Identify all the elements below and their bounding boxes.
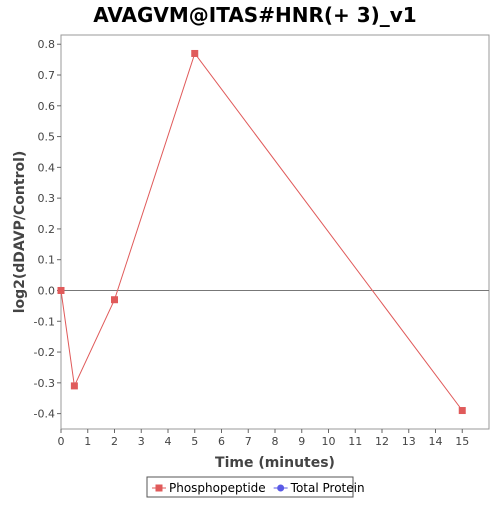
x-tick-label: 7 (245, 435, 252, 448)
x-tick-label: 1 (84, 435, 91, 448)
data-point (191, 49, 199, 57)
legend-swatch-marker (277, 484, 285, 492)
x-tick-label: 9 (298, 435, 305, 448)
plot-area (60, 34, 490, 430)
x-tick-label: 12 (375, 435, 389, 448)
x-tick-label: 6 (218, 435, 225, 448)
legend-entry-label: Phosphopeptide (169, 481, 266, 495)
x-tick-label: 11 (348, 435, 362, 448)
y-tick-label: 0.7 (38, 69, 56, 82)
x-tick-label: 0 (58, 435, 65, 448)
legend-box (146, 476, 354, 498)
x-tick-label: 10 (322, 435, 336, 448)
y-tick-label: 0.2 (38, 223, 56, 236)
legend-entry-label: Total Protein (290, 481, 365, 495)
x-tick-label: 8 (272, 435, 279, 448)
y-axis-ticks: 0.8 0.7 0.6 0.5 0.4 0.3 0.2 0.1 0.0 -0.1 -0.2 -0.3 -… (34, 38, 61, 421)
legend: Phosphopeptide Total Protein (146, 476, 365, 498)
y-tick-label: -0.3 (34, 377, 55, 390)
legend-items: Phosphopeptide Total Protein (152, 481, 365, 495)
y-tick-label: -0.2 (34, 346, 55, 359)
data-point (57, 286, 65, 294)
x-tick-label: 2 (111, 435, 118, 448)
y-tick-label: 0.5 (38, 131, 56, 144)
y-tick-label: 0.4 (38, 161, 56, 174)
x-tick-label: 13 (402, 435, 416, 448)
data-point (111, 296, 118, 304)
y-axis-label: log2(dDAVP/Control) (12, 151, 28, 314)
data-point (70, 382, 78, 390)
x-axis-label: Time (minutes) (215, 455, 335, 471)
y-tick-label: -0.4 (34, 408, 55, 421)
x-tick-label: 3 (138, 435, 145, 448)
legend-swatch-marker (155, 484, 163, 492)
x-axis-ticks: 0 1 2 3 4 5 6 7 8 9 10 11 12 13 14 15 (58, 429, 469, 448)
x-tick-label: 15 (455, 435, 469, 448)
y-tick-label: 0.1 (38, 254, 56, 267)
x-tick-label: 14 (429, 435, 443, 448)
x-tick-label: 4 (165, 435, 172, 448)
chart-title: AVAGVM@ITAS#HNR(+ 3)_v1 (93, 3, 416, 27)
y-tick-label: 0.3 (38, 192, 56, 205)
y-tick-label: -0.1 (34, 315, 55, 328)
data-point (458, 407, 466, 415)
y-tick-label: 0.6 (38, 100, 56, 113)
y-tick-label: 0.0 (38, 284, 56, 297)
x-tick-label: 5 (191, 435, 198, 448)
series-layer (57, 49, 466, 415)
y-tick-label: 0.8 (38, 38, 56, 51)
